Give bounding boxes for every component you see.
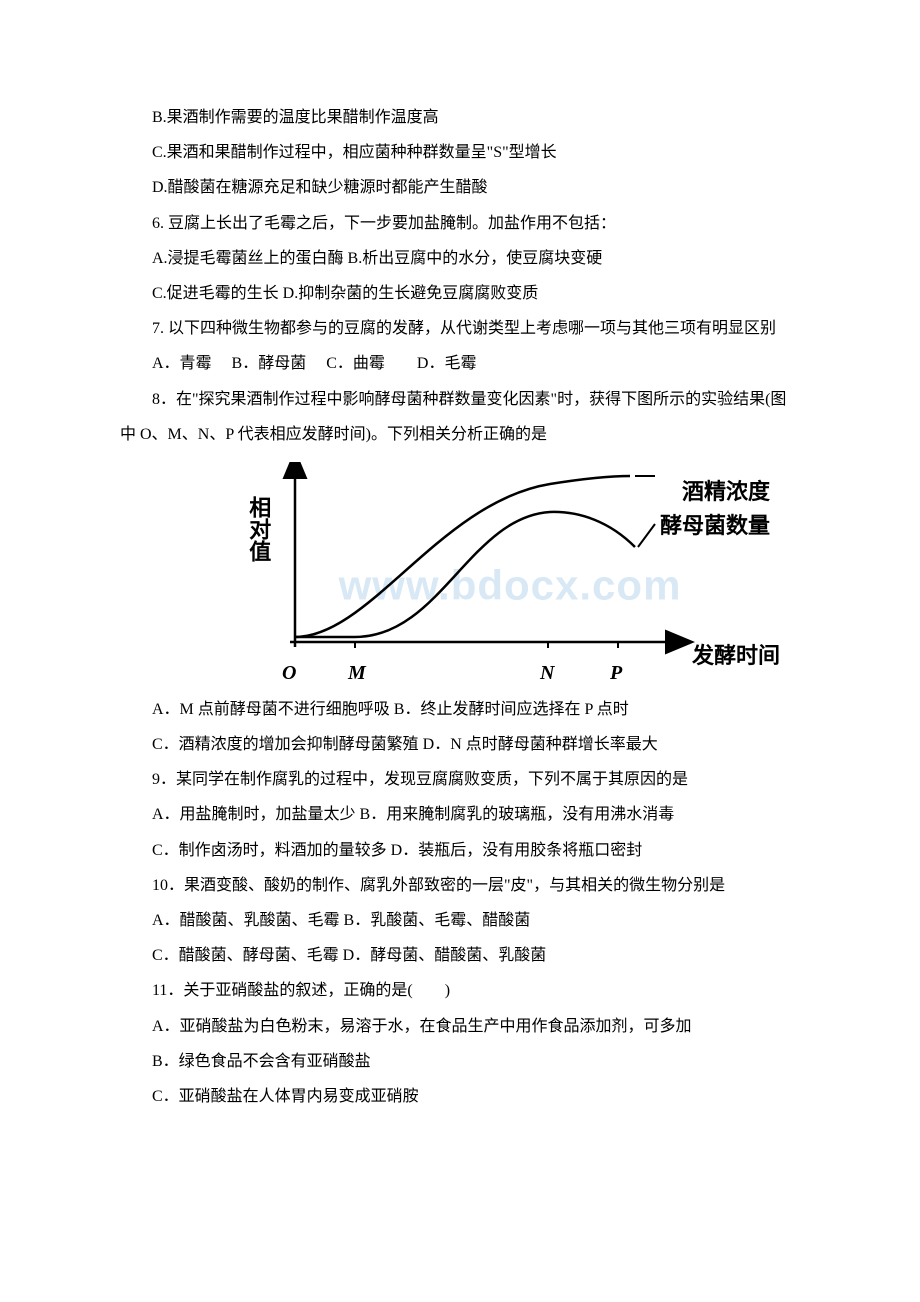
option-text: C．亚硝酸盐在人体胃内易变成亚硝胺 [120,1079,800,1114]
alcohol-curve [295,476,630,637]
fermentation-chart: www.bdocx.com 相对值 酒精浓度 酵母菌数量 发酵时间 [240,462,780,682]
option-text: C.果酒和果醋制作过程中，相应菌种种群数量呈"S"型增长 [120,135,800,170]
y-axis-label: 相对值 [246,496,270,562]
question-text: 9．某同学在制作腐乳的过程中，发现豆腐腐败变质，下列不属于其原因的是 [120,762,800,797]
option-text: C．制作卤汤时，料酒加的量较多 D．装瓶后，没有用胶条将瓶口密封 [120,833,800,868]
option-text: A．用盐腌制时，加盐量太少 B．用来腌制腐乳的玻璃瓶，没有用沸水消毒 [120,797,800,832]
question-text: 10．果酒变酸、酸奶的制作、腐乳外部致密的一层"皮"，与其相关的微生物分别是 [120,868,800,903]
tick-label-p: P [610,651,622,695]
option-text: C．醋酸菌、酵母菌、毛霉 D．酵母菌、醋酸菌、乳酸菌 [120,938,800,973]
option-text: A．青霉 B．酵母菌 C．曲霉 D．毛霉 [120,346,800,381]
option-text: A．M 点前酵母菌不进行细胞呼吸 B．终止发酵时间应选择在 P 点时 [120,692,800,727]
tick-label-m: M [348,651,366,695]
legend-yeast: 酵母菌数量 [660,502,770,550]
option-text: D.醋酸菌在糖源充足和缺少糖源时都能产生醋酸 [120,170,800,205]
option-text: A．醋酸菌、乳酸菌、毛霉 B．乳酸菌、毛霉、醋酸菌 [120,903,800,938]
option-text: B.果酒制作需要的温度比果醋制作温度高 [120,100,800,135]
tick-label-n: N [540,651,554,695]
question-text: 7. 以下四种微生物都参与的豆腐的发酵，从代谢类型上考虑哪一项与其他三项有明显区… [120,311,800,346]
question-text: 11．关于亚硝酸盐的叙述，正确的是( ) [120,973,800,1008]
pointer-yeast [638,524,655,547]
question-text: 6. 豆腐上长出了毛霉之后，下一步要加盐腌制。加盐作用不包括： [120,206,800,241]
option-text: A.浸提毛霉菌丝上的蛋白酶 B.析出豆腐中的水分，使豆腐块变硬 [120,241,800,276]
option-text: C．酒精浓度的增加会抑制酵母菌繁殖 D．N 点时酵母菌种群增长率最大 [120,727,800,762]
option-text: B．绿色食品不会含有亚硝酸盐 [120,1044,800,1079]
question-text: 8．在"探究果酒制作过程中影响酵母菌种群数量变化因素"时，获得下图所示的实验结果… [120,382,800,452]
x-axis-label: 发酵时间 [692,632,780,680]
option-text: C.促进毛霉的生长 D.抑制杂菌的生长避免豆腐腐败变质 [120,276,800,311]
option-text: A．亚硝酸盐为白色粉末，易溶于水，在食品生产中用作食品添加剂，可多加 [120,1009,800,1044]
tick-label-o: O [282,651,296,695]
